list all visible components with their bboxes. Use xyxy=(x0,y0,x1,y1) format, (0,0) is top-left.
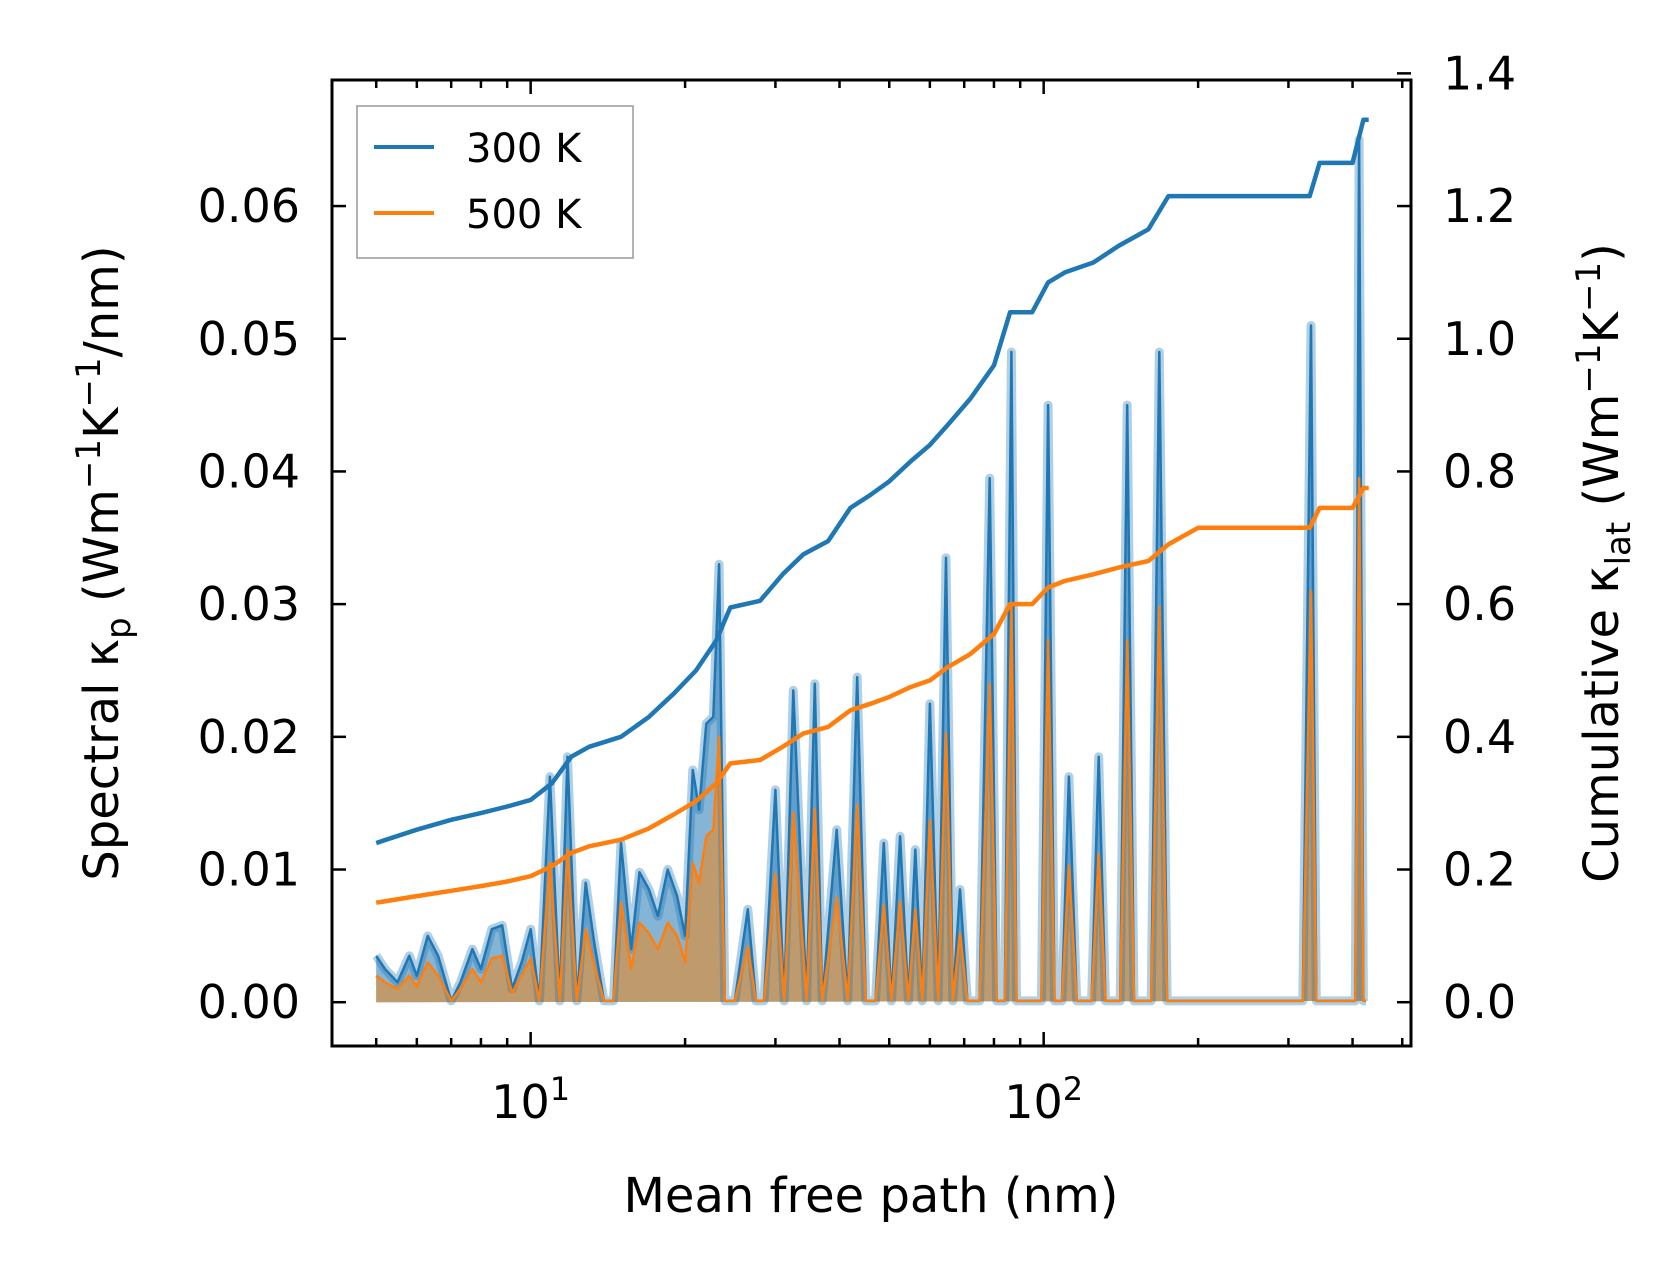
right-y-tick-label: 1.0 xyxy=(1443,312,1516,366)
left-y-tick-label: 0.00 xyxy=(198,975,300,1029)
spectral-line-layer xyxy=(372,135,1368,1006)
cumulative-line-layer xyxy=(375,117,1369,905)
right-y-tick-label: 0.8 xyxy=(1443,444,1516,498)
plot-frame xyxy=(330,78,1413,1048)
legend-label-500k: 500 K xyxy=(466,192,583,238)
spectral-line-500k xyxy=(375,476,1367,1003)
axes: 101 102 0.00 0.01 0.02 0.03 0.04 0.05 0.06 0.0 0.2… xyxy=(198,46,1517,1129)
right-y-tick-label: 1.2 xyxy=(1443,179,1516,233)
left-y-tick-label: 0.01 xyxy=(198,843,300,897)
left-y-tick-label: 0.03 xyxy=(198,577,300,631)
right-y-tick-label: 0.2 xyxy=(1443,843,1516,897)
legend-box xyxy=(356,105,634,259)
left-y-tick-label: 0.04 xyxy=(198,444,300,498)
left-y-tick-label: 0.02 xyxy=(198,710,300,764)
left-y-tick-label: 0.05 xyxy=(198,312,300,366)
x-axis-title: Mean free path (nm) xyxy=(624,1168,1119,1224)
legend-label-300k: 300 K xyxy=(466,126,583,172)
cumulative-line-300k xyxy=(375,117,1369,846)
x-tick-label: 102 xyxy=(1004,1070,1083,1129)
right-y-tick-label: 0.4 xyxy=(1443,710,1516,764)
right-y-tick-label: 0.0 xyxy=(1443,975,1516,1029)
right-y-axis-title: Cumulative κlat (Wm−1K−1) xyxy=(1569,243,1639,883)
legend: 300 K 500 K xyxy=(356,105,634,259)
right-y-tick-label: 1.4 xyxy=(1443,46,1516,100)
right-y-tick-label: 0.6 xyxy=(1443,577,1516,631)
cumulative-line-500k xyxy=(375,485,1369,905)
left-y-axis-title: Spectral κp (Wm−1K−1/nm) xyxy=(69,245,139,880)
plot-area xyxy=(372,117,1369,1006)
left-y-tick-label: 0.06 xyxy=(198,179,300,233)
x-tick-label: 101 xyxy=(491,1070,570,1129)
